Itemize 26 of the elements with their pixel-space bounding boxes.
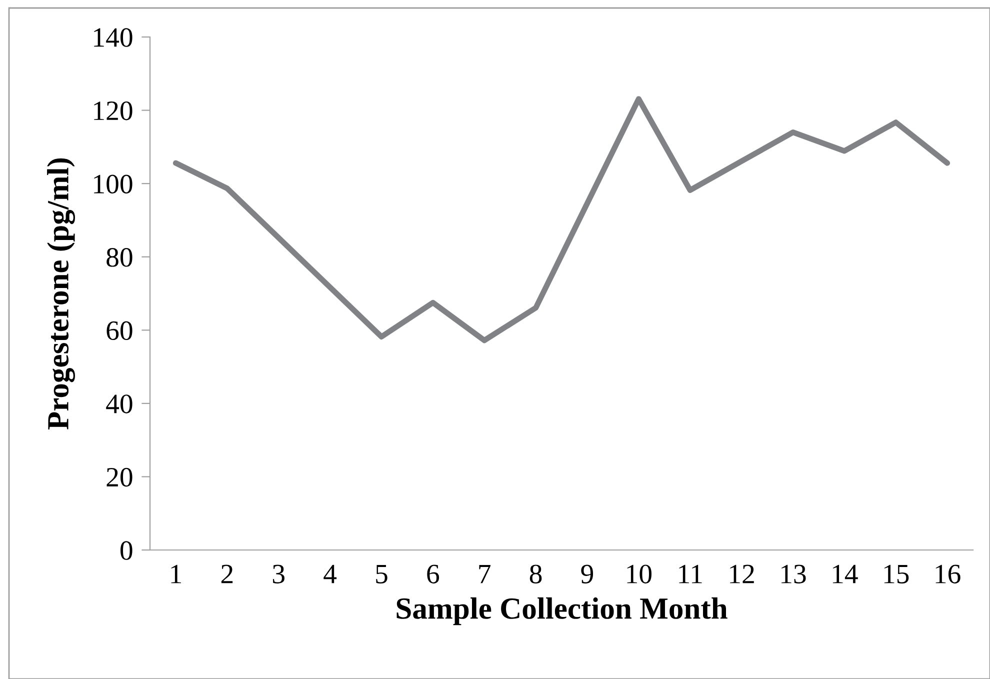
y-tick-label: 0: [120, 541, 132, 560]
x-tick-label: 7: [479, 564, 490, 584]
x-tick-label: 1: [171, 564, 181, 584]
x-tick-label: 9: [581, 564, 594, 584]
x-tick-label: 11: [679, 564, 702, 584]
x-tick-label: 3: [272, 564, 284, 584]
y-tick-label: 20: [106, 468, 132, 487]
y-tick-label: 100: [94, 174, 132, 194]
x-tick-label: 16: [936, 564, 960, 584]
y-tick-label: 80: [106, 248, 132, 267]
x-tick-label: 4: [324, 564, 337, 584]
x-axis-title: Sample Collection Month: [396, 597, 728, 626]
x-tick-label: 5: [376, 564, 388, 584]
x-tick-label: 12: [730, 564, 754, 584]
x-tick-label: 2: [221, 564, 233, 584]
y-axis-title: Progesterone (pg/ml): [47, 158, 75, 430]
y-tick-label: 120: [94, 101, 132, 120]
x-tick-label: 15: [884, 564, 909, 584]
y-tick-label: 140: [94, 28, 132, 47]
x-tick-label: 14: [832, 564, 858, 584]
y-tick-label: 60: [106, 321, 132, 340]
x-tick-label: 13: [782, 564, 806, 584]
y-tick-label: 40: [106, 394, 132, 414]
x-tick-label: 8: [530, 564, 542, 584]
x-tick-label: 6: [427, 564, 440, 584]
x-tick-label: 10: [627, 564, 652, 584]
